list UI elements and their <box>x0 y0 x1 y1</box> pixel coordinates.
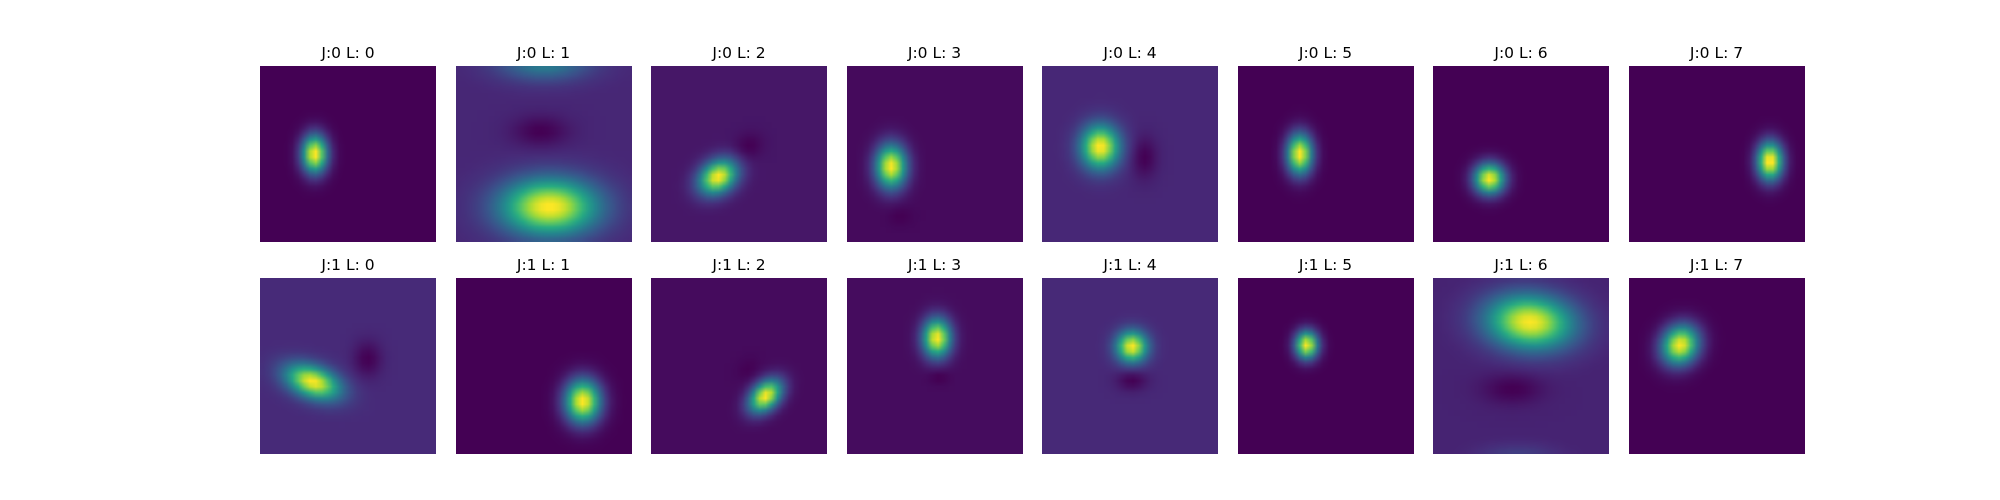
heatmap-image <box>455 66 632 242</box>
panel-title: J:1 L: 0 <box>321 256 375 274</box>
heatmap-image <box>846 278 1023 454</box>
heatmap-image <box>1042 66 1218 242</box>
panel-title: J:0 L: 7 <box>1689 44 1744 62</box>
panel-title: J:1 L: 3 <box>907 256 962 274</box>
heatmap-image <box>651 66 827 242</box>
heatmap-image <box>1237 66 1414 242</box>
heatmap-image <box>651 278 827 454</box>
heatmap-image <box>1042 278 1218 454</box>
panel-title: J:0 L: 0 <box>321 44 375 62</box>
heatmap-image <box>1237 278 1414 454</box>
panel-title: J:1 L: 2 <box>712 256 766 274</box>
heatmap-image <box>1628 278 1805 454</box>
panel-title: J:1 L: 4 <box>1103 256 1157 274</box>
heatmap-image <box>1433 278 1609 454</box>
panel-title: J:1 L: 1 <box>516 256 571 274</box>
panel-title: J:0 L: 2 <box>712 44 766 62</box>
heatmap-image <box>260 278 436 454</box>
panel-title: J:0 L: 3 <box>907 44 962 62</box>
heatmap-image <box>260 66 436 242</box>
panel-title: J:1 L: 6 <box>1494 256 1548 274</box>
panel-title: J:0 L: 5 <box>1298 44 1353 62</box>
heatmap-image <box>1433 66 1609 242</box>
panel-title: J:1 L: 7 <box>1689 256 1744 274</box>
panel-title: J:1 L: 5 <box>1298 256 1353 274</box>
heatmap-image <box>455 278 632 454</box>
panel-title: J:0 L: 1 <box>516 44 571 62</box>
panel-title: J:0 L: 6 <box>1494 44 1548 62</box>
heatmap-image <box>1628 66 1805 242</box>
panel-title: J:0 L: 4 <box>1103 44 1157 62</box>
heatmap-image <box>846 66 1023 242</box>
